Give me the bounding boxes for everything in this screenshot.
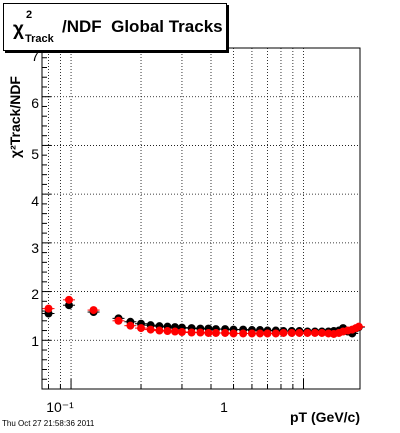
data-point <box>163 327 172 336</box>
data-point <box>44 304 53 313</box>
data-point <box>239 329 248 338</box>
chart-title-subscript: Track <box>25 33 54 45</box>
title-box: χ 2 Track /NDF Global Tracks <box>3 3 227 51</box>
data-point <box>229 329 238 338</box>
data-point <box>221 328 230 337</box>
y-tick-label: 2 <box>31 286 39 302</box>
data-point <box>204 328 213 337</box>
data-point <box>310 328 319 337</box>
x-tick-label: 1 <box>220 399 228 415</box>
y-tick-label: 6 <box>31 95 39 111</box>
x-tick-label: 10⁻¹ <box>46 399 74 415</box>
grid <box>42 47 360 390</box>
data-point <box>177 328 186 337</box>
data-point <box>303 328 312 337</box>
data-point <box>196 328 205 337</box>
data-point <box>354 322 363 331</box>
data-point <box>126 321 135 330</box>
chart-title-superscript: 2 <box>26 9 33 21</box>
timestamp: Thu Oct 27 21:58:36 2011 <box>2 419 95 428</box>
axis-ticks <box>42 47 305 390</box>
x-tick-labels: 10⁻¹ 1 <box>46 399 228 415</box>
chart-title-symbol: χ <box>13 19 24 40</box>
data-point <box>65 295 74 304</box>
y-tick-label: 3 <box>31 240 39 256</box>
y-tick-label: 7 <box>31 48 39 64</box>
plot-frame <box>41 47 361 390</box>
chart-title-text: /NDF Global Tracks <box>62 17 223 36</box>
y-tick-labels: 1 2 3 4 5 6 7 <box>31 48 39 349</box>
y-tick-label: 1 <box>31 333 39 349</box>
data-point <box>247 329 256 338</box>
y-tick-label: 5 <box>31 146 39 162</box>
data-point <box>155 326 164 335</box>
series-1 <box>42 295 365 338</box>
data-point <box>295 328 304 337</box>
series <box>42 295 365 338</box>
data-point <box>211 328 220 337</box>
x-axis-label: pT (GeV/c) <box>290 409 360 425</box>
data-point <box>146 325 155 334</box>
data-point <box>89 306 98 315</box>
data-point <box>287 328 296 337</box>
data-point <box>187 328 196 337</box>
y-axis-label: χ²Track/NDF <box>7 76 23 158</box>
data-point <box>279 328 288 337</box>
y-tick-label: 4 <box>31 193 39 209</box>
data-point <box>137 324 146 333</box>
data-point <box>271 329 280 338</box>
data-point <box>114 316 123 325</box>
data-point <box>263 329 272 338</box>
data-point <box>317 328 326 337</box>
data-point <box>256 329 265 338</box>
data-point <box>170 327 179 336</box>
